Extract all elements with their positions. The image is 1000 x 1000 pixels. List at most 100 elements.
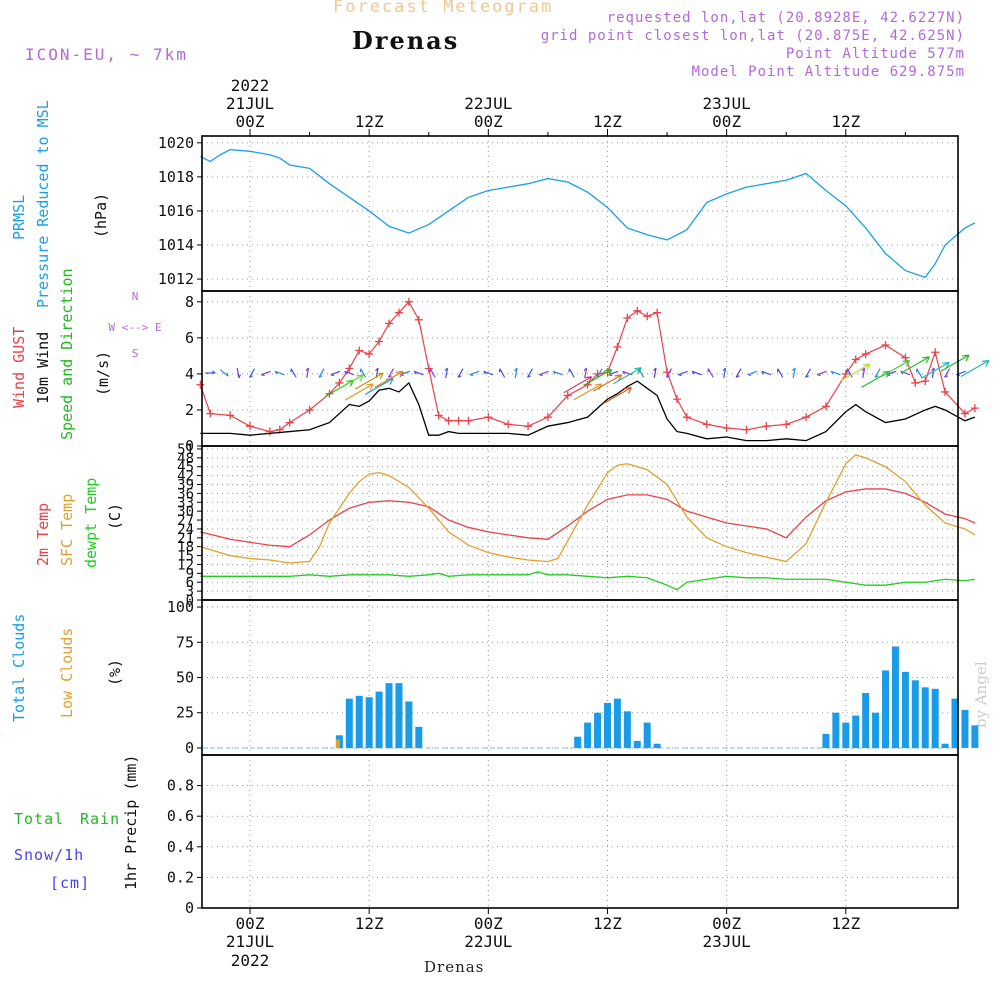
wind-direction-arrow <box>931 367 935 379</box>
wind-direction-arrow <box>429 368 436 378</box>
wind-direction-arrow <box>678 370 688 377</box>
total-cloud-bar <box>375 691 383 748</box>
gust-marker <box>762 422 771 431</box>
y-tick-label: 4 <box>185 365 194 383</box>
gust-marker <box>414 315 423 324</box>
wind-direction-arrow <box>874 368 881 378</box>
wind-direction-arrow <box>514 367 518 379</box>
wind-direction-arrow <box>613 367 642 385</box>
y-tick-label: 8 <box>185 293 194 311</box>
gust-marker <box>454 416 463 425</box>
wind-direction-arrow <box>236 367 241 379</box>
model-altitude: Model Point Altitude 629.875m <box>691 64 965 80</box>
y-tick-label: 75 <box>176 633 194 651</box>
y-tick-label: 0 <box>185 739 194 757</box>
gust-marker <box>911 378 920 387</box>
precip-unit-label: 1hr Precip (mm) <box>122 755 140 890</box>
wind-label: 10m Wind <box>34 332 52 404</box>
gust-marker <box>921 377 930 386</box>
wind-direction-arrow <box>603 386 632 405</box>
y-tick-label: 0 <box>185 899 194 917</box>
top-day-label: 23JUL <box>703 94 751 113</box>
total-cloud-bar <box>852 715 860 748</box>
gust-marker <box>672 395 681 404</box>
total-cloud-bar <box>405 701 413 748</box>
total-cloud-bar <box>872 712 880 748</box>
precip-snow-unit-label: [cm] <box>50 874 90 892</box>
wind-direction-arrow <box>830 370 841 376</box>
wind-direction-arrow <box>861 367 866 379</box>
gust-marker <box>345 364 354 373</box>
wind-direction-arrow <box>205 370 216 374</box>
y-tick-label: 0 <box>185 437 194 455</box>
y-tick-label: 0.8 <box>167 777 194 795</box>
total-cloud-bar <box>633 740 641 748</box>
temp-2m-label: 2m Temp <box>34 503 52 566</box>
total-cloud-bar <box>891 646 899 748</box>
compass-north: N <box>132 290 139 303</box>
gust-marker <box>653 308 662 317</box>
total-cloud-bar <box>653 743 661 748</box>
y-tick-label: 1020 <box>158 134 194 152</box>
bottom-day-label: 21JUL <box>226 932 274 951</box>
y-tick-label: 30 <box>177 504 194 520</box>
y-tick-label: 15 <box>177 549 194 565</box>
total-cloud-bar <box>842 722 850 748</box>
gust-marker <box>524 422 533 431</box>
wind-direction-arrow <box>526 368 534 378</box>
y-tick-label: 0.2 <box>167 868 194 886</box>
gust-marker <box>285 418 294 427</box>
gust-marker <box>742 425 751 434</box>
wind-direction-arrow <box>761 370 772 376</box>
wind-direction-arrow <box>568 368 575 378</box>
total-cloud-bar <box>931 688 939 748</box>
total-cloud-bar <box>395 683 403 748</box>
y-tick-label: 45 <box>177 460 194 476</box>
low-cloud-bar <box>335 739 340 748</box>
total-cloud-bar <box>613 698 621 748</box>
bottom-hour-label: 00Z <box>712 914 741 933</box>
wind-direction-arrow <box>260 370 271 377</box>
wind-direction-arrow <box>330 370 341 377</box>
location-title: Drenas <box>352 26 460 55</box>
gust-marker <box>464 416 473 425</box>
wind-direction-arrow <box>691 370 702 376</box>
gust-marker <box>901 353 910 362</box>
total-cloud-bar <box>365 697 373 748</box>
wind-direction-arrow <box>792 367 796 379</box>
gust-marker <box>335 378 344 387</box>
precip-rain-label: Rain <box>80 810 120 828</box>
gust-marker <box>424 364 433 373</box>
total-cloud-bar <box>882 670 890 748</box>
requested-coords: requested lon,lat (20.8928E, 42.6227N) <box>606 10 965 26</box>
total-cloud-bar <box>594 712 602 748</box>
gust-marker <box>851 355 860 364</box>
wind-direction-arrow <box>653 367 657 379</box>
y-tick-label: 0 <box>186 593 194 609</box>
y-tick-label: 2 <box>185 401 194 419</box>
wind-direction-arrow <box>666 368 673 378</box>
direction-label: Speed and Direction <box>58 268 76 440</box>
total-cloud-bar <box>822 733 830 748</box>
wind-direction-arrow <box>817 370 827 377</box>
y-tick-label: 18 <box>177 540 194 556</box>
gust-marker <box>881 341 890 350</box>
y-tick-label: 6 <box>186 575 194 591</box>
gust-marker <box>861 350 870 359</box>
sfc-temp-label: SFC Temp <box>58 494 76 566</box>
wind-direction-arrow <box>539 370 549 377</box>
cloud-unit-label: (%) <box>106 659 124 686</box>
sfc-temp-line <box>200 454 976 564</box>
wind-direction-arrow <box>359 368 367 378</box>
wind-speed-line <box>200 380 976 442</box>
y-tick-label: 1014 <box>158 236 194 254</box>
model-name: ICON-EU, ~ 7km <box>25 45 188 64</box>
total-clouds-label: Total Clouds <box>10 614 28 722</box>
y-tick-label: 6 <box>185 329 194 347</box>
wind-direction-arrow <box>583 367 588 379</box>
gust-marker <box>206 409 215 418</box>
y-tick-label: 25 <box>176 704 194 722</box>
total-cloud-bar <box>415 726 423 748</box>
gust-marker <box>841 369 850 378</box>
